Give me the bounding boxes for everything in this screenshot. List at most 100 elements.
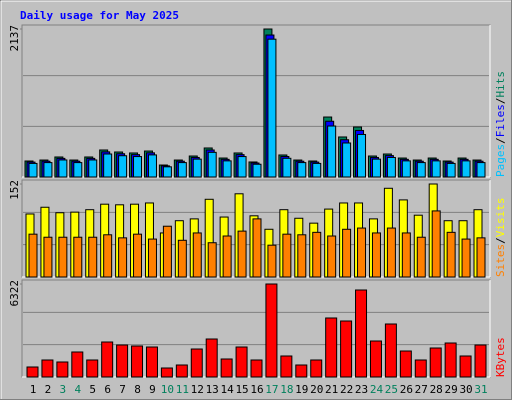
bar — [459, 355, 472, 378]
x-tick-label: 22 — [340, 383, 353, 396]
bar — [175, 364, 188, 378]
bar — [267, 244, 277, 278]
bar — [342, 142, 352, 178]
bar — [386, 156, 396, 178]
bar — [461, 238, 471, 278]
bar — [28, 233, 38, 278]
x-tick-label: 2 — [45, 383, 52, 396]
bar — [58, 159, 68, 178]
x-tick-label: 3 — [60, 383, 67, 396]
bar — [312, 231, 322, 278]
bar — [145, 346, 158, 378]
legend-entry: KBytes — [494, 337, 507, 377]
bar — [71, 351, 84, 378]
bar — [474, 344, 487, 378]
bar — [312, 162, 322, 178]
bar — [297, 162, 307, 178]
bar — [28, 162, 38, 178]
x-tick-label: 17 — [265, 383, 278, 396]
bar — [58, 236, 68, 278]
x-tick-label: 13 — [206, 383, 219, 396]
bar — [252, 218, 262, 278]
bar — [147, 238, 157, 278]
legend-separator: / — [494, 237, 507, 244]
bar — [357, 227, 367, 278]
bar — [371, 158, 381, 178]
x-tick-label: 25 — [385, 383, 398, 396]
bar — [177, 162, 187, 178]
bar — [399, 350, 412, 378]
bar — [116, 344, 129, 378]
x-tick-label: 15 — [235, 383, 248, 396]
bar — [131, 345, 144, 378]
bar — [282, 157, 292, 178]
bar — [88, 236, 98, 278]
x-tick-label: 11 — [176, 383, 189, 396]
bar — [222, 235, 232, 278]
bar — [371, 232, 381, 278]
bar — [327, 235, 337, 278]
bar — [384, 323, 397, 378]
x-tick-label: 4 — [74, 383, 81, 396]
bar — [416, 236, 426, 278]
bar — [476, 162, 486, 178]
x-tick-label: 6 — [104, 383, 111, 396]
bar — [26, 366, 39, 378]
bar — [340, 320, 353, 378]
bar — [386, 227, 396, 278]
bar — [414, 359, 427, 378]
bar — [133, 156, 143, 178]
y-tick-label: 152 — [8, 180, 21, 200]
bar — [43, 236, 53, 278]
x-tick-label: 23 — [355, 383, 368, 396]
x-tick-label: 26 — [400, 383, 413, 396]
bar — [162, 225, 172, 278]
x-tick-label: 9 — [149, 383, 156, 396]
x-tick-label: 30 — [459, 383, 472, 396]
x-tick-label: 12 — [191, 383, 204, 396]
x-tick-label: 1 — [30, 383, 37, 396]
bar — [295, 364, 308, 378]
bar — [205, 338, 218, 378]
x-tick-label: 27 — [415, 383, 428, 396]
bar — [207, 151, 217, 178]
legend-entry: Sites — [494, 244, 507, 277]
x-tick-label: 14 — [221, 383, 235, 396]
legend: Sites/Visits — [494, 198, 507, 278]
x-tick-label: 7 — [119, 383, 126, 396]
x-tick-label: 28 — [430, 383, 443, 396]
bar — [73, 236, 83, 278]
legend: Pages/Files/Hits — [494, 71, 507, 177]
bar — [190, 348, 203, 378]
x-tick-label: 18 — [280, 383, 293, 396]
chart-title: Daily usage for May 2025 — [20, 9, 179, 22]
bar — [222, 160, 232, 178]
bar — [401, 160, 411, 178]
bar — [192, 158, 202, 178]
legend-entry: Files — [494, 104, 507, 137]
bar — [147, 154, 157, 178]
bar — [250, 359, 263, 378]
bar — [446, 162, 456, 178]
bar — [103, 153, 113, 178]
bar — [369, 340, 382, 378]
bar — [56, 361, 69, 378]
x-tick-label: 19 — [295, 383, 308, 396]
y-tick-label: 2137 — [8, 25, 21, 52]
bar — [342, 228, 352, 278]
x-tick-label: 21 — [325, 383, 338, 396]
bar — [118, 155, 128, 178]
bar — [252, 163, 262, 178]
bar — [101, 341, 114, 378]
legend-separator: / — [494, 137, 507, 144]
bar — [118, 237, 128, 278]
x-tick-label: 16 — [250, 383, 263, 396]
x-tick-label: 8 — [134, 383, 141, 396]
x-tick-label: 29 — [445, 383, 458, 396]
bar — [297, 234, 307, 278]
bar — [265, 283, 278, 378]
x-tick-label: 10 — [161, 383, 174, 396]
bar — [357, 133, 367, 178]
bar — [41, 359, 54, 378]
